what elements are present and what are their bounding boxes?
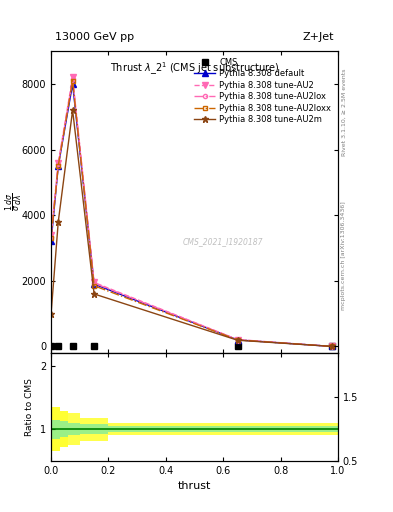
- Pythia 8.308 tune-AU2lox: [330, 344, 334, 350]
- Pythia 8.308 tune-AU2loxx: [70, 78, 75, 84]
- Line: Pythia 8.308 tune-AU2: Pythia 8.308 tune-AU2: [48, 75, 335, 349]
- Pythia 8.308 tune-AU2: [56, 160, 61, 166]
- Text: Z+Jet: Z+Jet: [303, 32, 334, 42]
- Pythia 8.308 tune-AU2loxx: [330, 344, 334, 350]
- Pythia 8.308 tune-AU2m: [235, 337, 240, 343]
- Pythia 8.308 default: [235, 337, 240, 343]
- X-axis label: thrust: thrust: [178, 481, 211, 491]
- Line: CMS: CMS: [48, 344, 335, 349]
- Pythia 8.308 default: [92, 281, 97, 287]
- Pythia 8.308 default: [49, 239, 53, 245]
- Text: $\frac{1}{\sigma}\frac{d\sigma}{d\lambda}$: $\frac{1}{\sigma}\frac{d\sigma}{d\lambda…: [3, 193, 24, 211]
- Pythia 8.308 tune-AU2lox: [49, 233, 53, 240]
- Pythia 8.308 tune-AU2lox: [92, 280, 97, 286]
- Pythia 8.308 tune-AU2lox: [70, 76, 75, 82]
- Pythia 8.308 default: [70, 81, 75, 87]
- Text: Rivet 3.1.10, ≥ 2.5M events: Rivet 3.1.10, ≥ 2.5M events: [342, 69, 346, 156]
- Pythia 8.308 tune-AU2: [70, 74, 75, 80]
- CMS: [92, 344, 97, 350]
- Text: mcplots.cern.ch [arXiv:1306.3436]: mcplots.cern.ch [arXiv:1306.3436]: [342, 202, 346, 310]
- Pythia 8.308 tune-AU2: [49, 232, 53, 238]
- Text: 13000 GeV pp: 13000 GeV pp: [55, 32, 134, 42]
- Pythia 8.308 tune-AU2: [235, 336, 240, 343]
- Legend: CMS, Pythia 8.308 default, Pythia 8.308 tune-AU2, Pythia 8.308 tune-AU2lox, Pyth: CMS, Pythia 8.308 default, Pythia 8.308 …: [192, 55, 334, 127]
- Y-axis label: Ratio to CMS: Ratio to CMS: [26, 378, 35, 436]
- Pythia 8.308 tune-AU2: [92, 280, 97, 286]
- Line: Pythia 8.308 tune-AU2m: Pythia 8.308 tune-AU2m: [48, 107, 336, 350]
- Pythia 8.308 tune-AU2loxx: [235, 337, 240, 343]
- Pythia 8.308 tune-AU2: [330, 344, 334, 350]
- Pythia 8.308 tune-AU2loxx: [92, 283, 97, 289]
- Line: Pythia 8.308 tune-AU2loxx: Pythia 8.308 tune-AU2loxx: [49, 79, 334, 349]
- Text: Thrust $\lambda\_2^1$ (CMS jet substructure): Thrust $\lambda\_2^1$ (CMS jet substruct…: [110, 60, 279, 77]
- Pythia 8.308 tune-AU2m: [330, 344, 334, 350]
- Line: Pythia 8.308 tune-AU2lox: Pythia 8.308 tune-AU2lox: [49, 77, 334, 349]
- Line: Pythia 8.308 default: Pythia 8.308 default: [48, 81, 335, 349]
- CMS: [235, 344, 240, 350]
- Pythia 8.308 default: [330, 344, 334, 350]
- CMS: [56, 344, 61, 350]
- CMS: [70, 344, 75, 350]
- Pythia 8.308 tune-AU2lox: [56, 161, 61, 167]
- Pythia 8.308 tune-AU2loxx: [56, 163, 61, 169]
- Pythia 8.308 tune-AU2loxx: [49, 235, 53, 241]
- Pythia 8.308 tune-AU2m: [70, 107, 75, 113]
- Pythia 8.308 tune-AU2m: [49, 311, 53, 317]
- Pythia 8.308 tune-AU2lox: [235, 337, 240, 343]
- Text: CMS_2021_I1920187: CMS_2021_I1920187: [183, 237, 263, 246]
- CMS: [49, 344, 53, 350]
- Pythia 8.308 default: [56, 163, 61, 169]
- CMS: [330, 344, 334, 350]
- Pythia 8.308 tune-AU2m: [56, 219, 61, 225]
- Pythia 8.308 tune-AU2m: [92, 291, 97, 297]
